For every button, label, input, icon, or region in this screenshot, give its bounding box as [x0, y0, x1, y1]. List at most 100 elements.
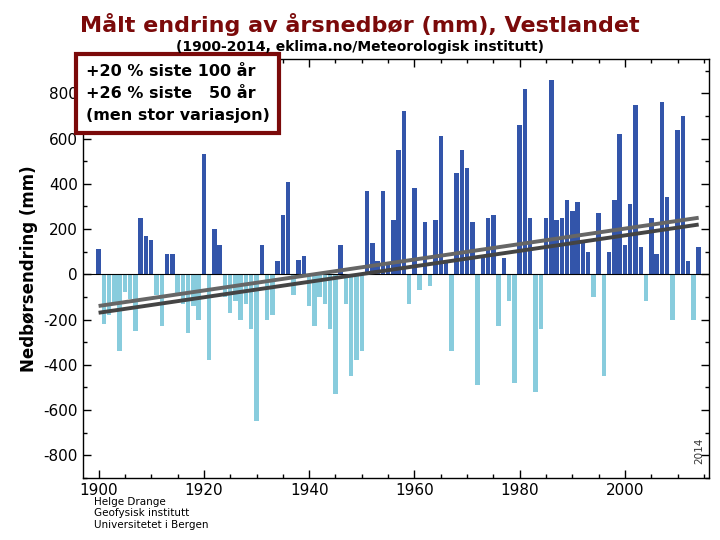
Bar — [575, 202, 580, 274]
Bar — [660, 103, 664, 274]
Bar — [365, 191, 369, 274]
Bar — [286, 181, 290, 274]
Bar — [407, 274, 411, 303]
Bar — [554, 220, 559, 274]
Bar — [423, 222, 427, 274]
Bar — [102, 274, 106, 324]
Bar — [386, 262, 390, 274]
Bar — [349, 274, 354, 376]
Bar — [323, 274, 327, 303]
Bar — [670, 274, 675, 320]
Bar — [112, 274, 117, 303]
Bar — [359, 274, 364, 351]
Bar — [564, 200, 570, 274]
Bar — [265, 274, 269, 320]
Bar — [686, 261, 690, 274]
Bar — [117, 274, 122, 351]
Bar — [596, 213, 601, 274]
Bar — [428, 274, 433, 286]
Bar — [470, 222, 474, 274]
Bar — [591, 274, 595, 297]
Bar — [418, 274, 422, 290]
Bar — [644, 274, 648, 301]
Bar — [449, 274, 454, 351]
Bar — [481, 259, 485, 274]
Bar — [175, 274, 180, 295]
Bar — [402, 111, 406, 274]
Bar — [549, 80, 554, 274]
Bar — [375, 261, 380, 274]
Bar — [270, 274, 274, 315]
Bar — [465, 168, 469, 274]
Bar — [559, 218, 564, 274]
Bar — [496, 274, 501, 326]
Bar — [254, 274, 258, 421]
Bar — [518, 125, 522, 274]
Y-axis label: Nedbørsendring (mm): Nedbørsendring (mm) — [20, 165, 38, 372]
Text: (1900-2014, eklima.no/Meteorologisk institutt): (1900-2014, eklima.no/Meteorologisk inst… — [176, 40, 544, 55]
Bar — [612, 200, 617, 274]
Bar — [391, 220, 395, 274]
Text: +20 % siste 100 år
+26 % siste   50 år
(men stor variasjon): +20 % siste 100 år +26 % siste 50 år (me… — [86, 64, 270, 123]
Bar — [133, 274, 138, 331]
Bar — [623, 245, 627, 274]
Bar — [186, 274, 190, 333]
Bar — [160, 274, 164, 326]
Bar — [338, 245, 343, 274]
Bar — [318, 274, 322, 297]
Bar — [212, 229, 217, 274]
Bar — [381, 191, 385, 274]
Bar — [580, 242, 585, 274]
Text: Helge Drange
Geofysisk institutt
Universitetet i Bergen: Helge Drange Geofysisk institutt Univers… — [94, 497, 208, 530]
Bar — [534, 274, 538, 392]
Bar — [249, 274, 253, 329]
Bar — [370, 242, 374, 274]
Bar — [354, 274, 359, 360]
Bar — [602, 274, 606, 376]
Bar — [649, 218, 654, 274]
Bar — [202, 154, 206, 274]
Bar — [544, 218, 548, 274]
Bar — [570, 211, 575, 274]
Bar — [523, 89, 527, 274]
Bar — [307, 274, 311, 306]
Bar — [491, 215, 495, 274]
Bar — [618, 134, 622, 274]
Bar — [207, 274, 212, 360]
Bar — [238, 274, 243, 320]
Bar — [165, 254, 169, 274]
Bar — [444, 261, 449, 274]
Bar — [539, 274, 543, 329]
Bar — [191, 274, 196, 306]
Bar — [233, 274, 238, 301]
Bar — [639, 247, 643, 274]
Bar — [244, 274, 248, 303]
Bar — [343, 274, 348, 303]
Bar — [333, 274, 338, 394]
Bar — [96, 249, 101, 274]
Bar — [259, 245, 264, 274]
Bar — [128, 274, 132, 299]
Bar — [138, 218, 143, 274]
Bar — [634, 105, 638, 274]
Bar — [291, 274, 296, 295]
Bar — [312, 274, 317, 326]
Bar — [302, 256, 306, 274]
Bar — [528, 218, 533, 274]
Bar — [107, 274, 112, 315]
Bar — [122, 274, 127, 292]
Bar — [691, 274, 696, 320]
Bar — [438, 136, 443, 274]
Bar — [475, 274, 480, 385]
Bar — [181, 274, 185, 303]
Bar — [665, 198, 670, 274]
Bar — [586, 252, 590, 274]
Bar — [275, 261, 280, 274]
Bar — [486, 218, 490, 274]
Bar — [433, 220, 438, 274]
Bar — [328, 274, 333, 329]
Bar — [228, 274, 233, 313]
Bar — [680, 116, 685, 274]
Bar — [197, 274, 201, 320]
Text: 2014: 2014 — [695, 438, 705, 464]
